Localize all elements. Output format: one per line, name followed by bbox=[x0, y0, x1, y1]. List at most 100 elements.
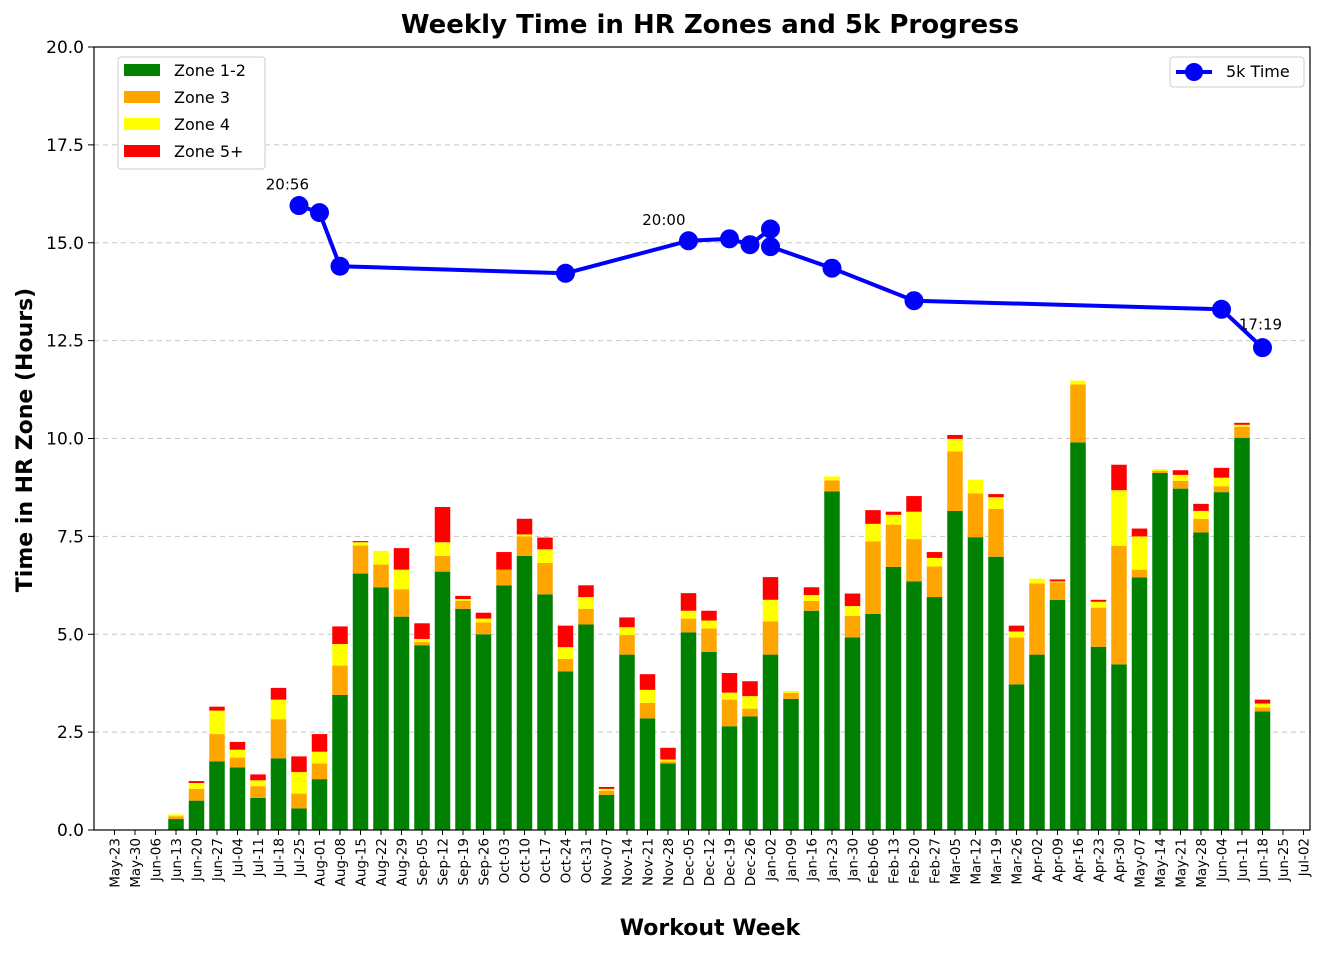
bar-zone-5-jun-11 bbox=[1234, 422, 1250, 425]
bar-zone-5-oct-24 bbox=[557, 625, 574, 648]
bar-zone-4-jan-09 bbox=[783, 691, 799, 693]
bar-zone-4-oct-24 bbox=[557, 647, 574, 659]
bar-zone-1-2-jun-20 bbox=[188, 800, 205, 830]
x-tick-label: Jun-13 bbox=[169, 838, 185, 882]
bar-zone-1-2-nov-28 bbox=[660, 763, 676, 830]
bar-zone-3-oct-31 bbox=[578, 608, 594, 625]
bar-zone-1-2-dec-19 bbox=[721, 726, 738, 830]
bar-zone-3-jul-11 bbox=[250, 786, 266, 798]
bar-zone-3-jul-18 bbox=[270, 719, 287, 759]
bar-zone-5-aug-29 bbox=[393, 548, 410, 570]
x-tick-label: Aug-29 bbox=[395, 838, 411, 886]
bar-zone-3-jan-23 bbox=[824, 480, 840, 492]
bar-zone-3-aug-01 bbox=[311, 763, 328, 780]
x-tick-label: Feb-20 bbox=[907, 838, 923, 884]
bar-zone-4-sep-26 bbox=[475, 618, 492, 623]
bar-zone-1-2-feb-13 bbox=[885, 566, 902, 830]
x-tick-label: Jul-25 bbox=[292, 838, 308, 877]
x-tick-label: Jun-18 bbox=[1256, 838, 1272, 882]
bar-zone-3-mar-05 bbox=[947, 451, 963, 511]
bar-zone-1-2-jan-30 bbox=[844, 637, 861, 830]
bar-zone-5-mar-05 bbox=[947, 434, 963, 439]
legend-label: Zone 3 bbox=[174, 88, 230, 107]
line-point-5k-time bbox=[822, 258, 842, 278]
bar-zone-1-2-jan-16 bbox=[803, 610, 820, 830]
bar-zone-1-2-may-21 bbox=[1172, 488, 1189, 830]
bar-zone-4-jun-18 bbox=[1254, 703, 1271, 708]
bar-zone-4-aug-01 bbox=[311, 751, 328, 764]
bar-zone-5-jun-18 bbox=[1254, 699, 1271, 704]
bar-zone-1-2-nov-21 bbox=[639, 718, 656, 830]
bar-zone-5-nov-07 bbox=[598, 786, 615, 789]
bar-zone-1-2-may-14 bbox=[1152, 472, 1168, 830]
bar-zone-3-aug-22 bbox=[373, 564, 389, 588]
x-tick-label: Dec-05 bbox=[682, 838, 698, 886]
x-tick-label: Aug-22 bbox=[374, 838, 390, 886]
bar-zone-3-jan-30 bbox=[844, 615, 861, 638]
bar-zone-1-2-jun-18 bbox=[1254, 711, 1271, 830]
bar-zone-4-apr-30 bbox=[1111, 490, 1127, 546]
bar-zone-3-oct-17 bbox=[537, 562, 553, 595]
bar-zone-3-feb-20 bbox=[906, 539, 922, 582]
bar-zone-1-2-jan-02 bbox=[762, 654, 779, 830]
bar-zone-4-apr-16 bbox=[1070, 380, 1086, 385]
bar-zone-4-sep-19 bbox=[455, 599, 471, 601]
x-tick-label: Jun-11 bbox=[1235, 838, 1251, 882]
line-5k-time bbox=[298, 203, 1264, 350]
bar-zone-1-2-jul-25 bbox=[291, 808, 307, 830]
y-axis-label: Time in HR Zone (Hours) bbox=[13, 288, 38, 592]
bar-zone-4-may-14 bbox=[1152, 469, 1168, 471]
bar-zone-5-feb-06 bbox=[865, 510, 881, 524]
bar-zone-4-dec-19 bbox=[721, 692, 738, 700]
x-tick-label: Jun-04 bbox=[1215, 838, 1231, 882]
bar-legend-frame bbox=[117, 56, 266, 170]
bar-zone-5-jun-27 bbox=[209, 706, 225, 711]
annotation-label: 20:56 bbox=[266, 176, 309, 194]
bar-zone-3-aug-08 bbox=[332, 665, 348, 695]
bar-zone-3-sep-05 bbox=[414, 642, 430, 646]
bar-zone-3-apr-16 bbox=[1070, 384, 1086, 443]
line-point-5k-time bbox=[556, 263, 575, 283]
bar-zone-3-jan-16 bbox=[803, 600, 820, 611]
bar-zone-1-2-feb-06 bbox=[865, 613, 881, 830]
bar-zone-1-2-oct-03 bbox=[496, 585, 512, 830]
x-tick-label: Apr-23 bbox=[1092, 838, 1108, 883]
x-tick-label: Jul-11 bbox=[251, 838, 267, 877]
bar-zone-4-may-07 bbox=[1131, 536, 1148, 570]
bar-zone-3-jun-20 bbox=[188, 788, 205, 801]
x-tick-label: Mar-05 bbox=[948, 838, 964, 885]
bar-zone-1-2-dec-05 bbox=[680, 632, 697, 830]
legend-marker bbox=[1185, 63, 1203, 81]
bar-zone-1-2-sep-05 bbox=[414, 645, 430, 830]
bar-zone-1-2-aug-22 bbox=[373, 587, 389, 830]
bar-zone-1-2-oct-31 bbox=[578, 624, 594, 830]
x-tick-label: Oct-31 bbox=[579, 838, 595, 883]
bar-zone-4-jul-04 bbox=[229, 749, 246, 758]
x-tick-label: May-21 bbox=[1174, 838, 1190, 888]
legend-swatch bbox=[124, 145, 160, 157]
bar-zone-1-2-may-28 bbox=[1193, 532, 1209, 830]
x-tick-label: Apr-02 bbox=[1030, 838, 1046, 883]
bar-zone-5-oct-31 bbox=[578, 585, 594, 598]
x-tick-label: Jun-06 bbox=[149, 838, 165, 882]
bar-zone-3-apr-02 bbox=[1029, 583, 1045, 655]
bar-zone-4-feb-20 bbox=[906, 511, 922, 540]
x-tick-label: May-28 bbox=[1194, 838, 1210, 888]
bar-zone-4-oct-31 bbox=[578, 597, 594, 609]
bar-zone-3-may-14 bbox=[1152, 470, 1168, 473]
bar-zone-3-feb-13 bbox=[885, 524, 902, 567]
x-tick-label: Sep-26 bbox=[477, 838, 493, 886]
bar-zone-3-feb-06 bbox=[865, 541, 881, 614]
bar-zone-5-nov-28 bbox=[660, 747, 676, 760]
bar-zone-1-2-mar-12 bbox=[967, 537, 984, 830]
y-tick-label: 0.0 bbox=[57, 821, 84, 841]
bar-zone-4-mar-19 bbox=[988, 497, 1004, 509]
bar-zone-5-mar-19 bbox=[988, 494, 1004, 498]
bar-zone-4-aug-08 bbox=[332, 644, 348, 666]
bar-zone-3-oct-10 bbox=[516, 536, 533, 556]
x-tick-label: Jun-25 bbox=[1276, 838, 1292, 882]
bar-zone-4-sep-05 bbox=[414, 638, 430, 643]
x-tick-label: Jan-30 bbox=[846, 838, 862, 882]
